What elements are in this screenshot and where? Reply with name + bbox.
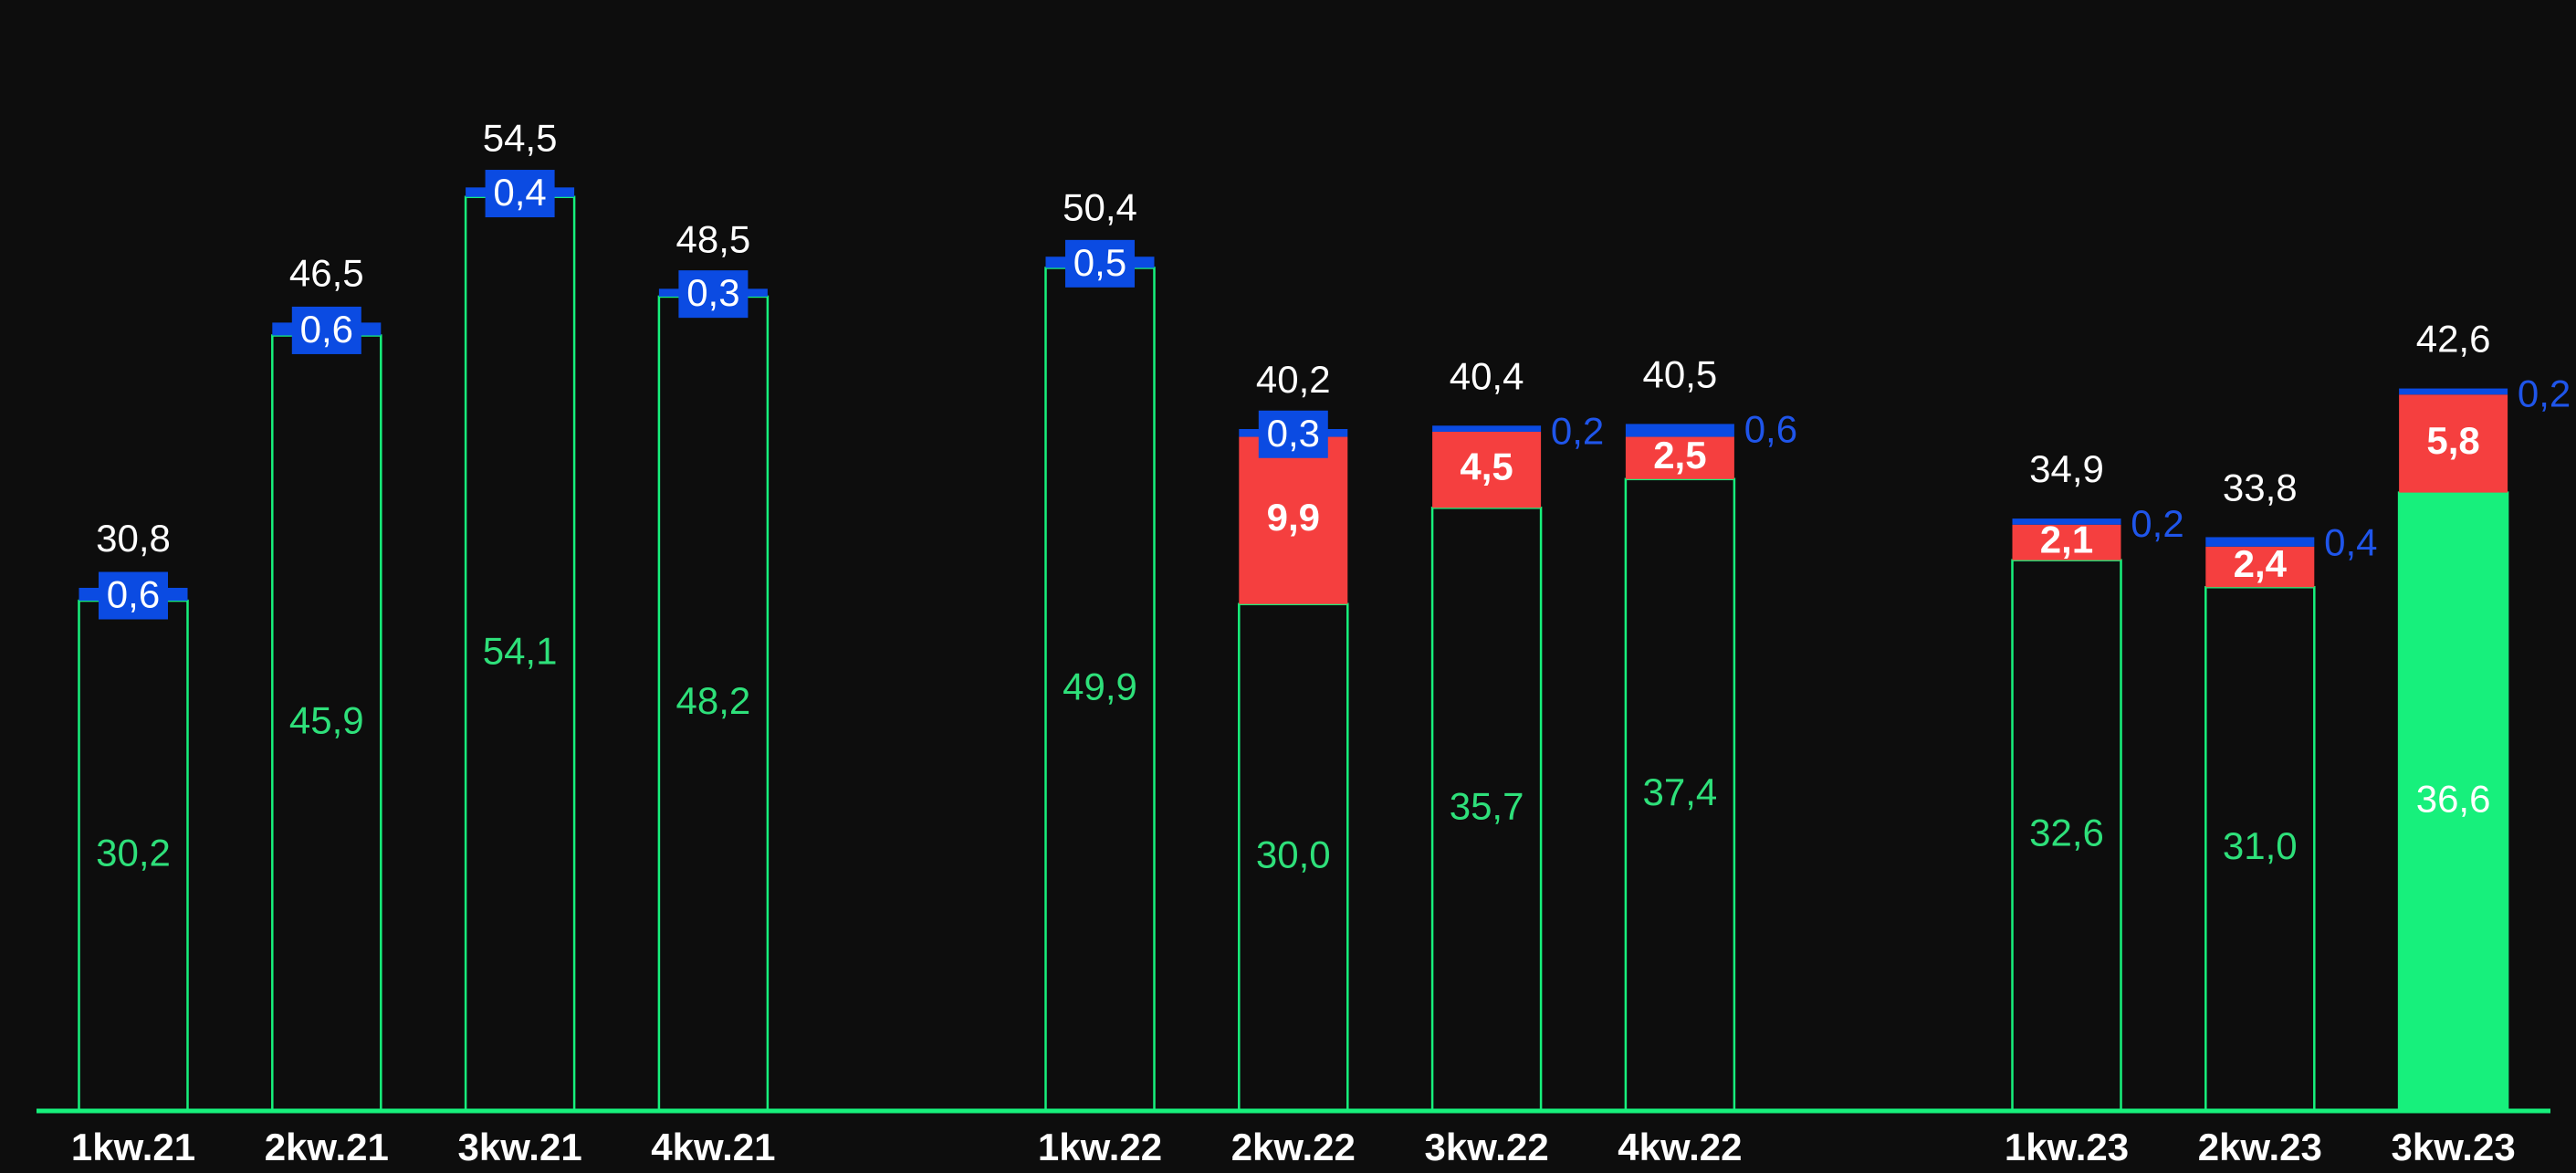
label-box — [1258, 410, 1328, 458]
total-label: 54,5 — [483, 116, 558, 159]
value-label: 30,2 — [96, 832, 171, 875]
x-tick-label: 3kw.22 — [1424, 1126, 1548, 1168]
value-label: 4,5 — [1460, 445, 1513, 488]
total-label: 42,6 — [2416, 318, 2491, 361]
x-tick-label: 3kw.23 — [2391, 1126, 2515, 1168]
bar-segment — [1239, 436, 1348, 604]
value-label: 0,2 — [2131, 502, 2183, 545]
bar-segment — [2399, 394, 2508, 493]
value-label: 32,6 — [2029, 811, 2104, 854]
total-label: 34,9 — [2029, 447, 2104, 490]
value-label: 0,6 — [1744, 408, 1797, 451]
x-tick-label: 2kw.22 — [1231, 1126, 1356, 1168]
total-label: 46,5 — [289, 251, 364, 294]
value-label: 0,3 — [1267, 412, 1320, 455]
label-box — [678, 270, 749, 319]
bar-segment — [2012, 524, 2121, 560]
x-tick-label: 2kw.23 — [2198, 1126, 2322, 1168]
value-label: 0,6 — [107, 573, 160, 616]
value-label: 0,4 — [493, 171, 546, 214]
label-box — [485, 170, 555, 218]
value-label: 0,6 — [300, 308, 353, 351]
x-tick-label: 1kw.23 — [2005, 1126, 2129, 1168]
label-box — [291, 306, 361, 354]
total-label: 50,4 — [1063, 185, 1137, 228]
value-label: 0,2 — [1551, 409, 1604, 452]
total-label: 40,2 — [1256, 358, 1331, 401]
bar-segment — [1625, 424, 1734, 437]
bar-segment — [1625, 436, 1734, 479]
x-tick-label: 4kw.22 — [1618, 1126, 1742, 1168]
value-label: 35,7 — [1450, 785, 1524, 828]
total-label: 30,8 — [96, 517, 171, 560]
total-label: 40,5 — [1643, 353, 1718, 396]
bar-segment — [1432, 431, 1542, 508]
value-label: 0,5 — [1073, 241, 1126, 284]
x-tick-label: 1kw.21 — [71, 1126, 195, 1168]
total-label: 40,4 — [1450, 354, 1524, 397]
value-label: 0,4 — [2324, 521, 2377, 564]
value-label: 2,5 — [1653, 434, 1706, 477]
label-box — [1065, 239, 1135, 288]
x-tick-label: 2kw.21 — [265, 1126, 389, 1168]
bar-segment — [2012, 518, 2121, 525]
value-label: 36,6 — [2416, 777, 2491, 820]
value-label: 31,0 — [2223, 824, 2298, 867]
label-box — [99, 571, 168, 620]
value-label: 37,4 — [1643, 770, 1718, 813]
value-label: 2,4 — [2234, 542, 2288, 585]
bar-segment — [2205, 537, 2315, 547]
value-label: 9,9 — [1267, 496, 1320, 539]
bar-segment — [2205, 546, 2315, 588]
value-label: 0,3 — [686, 271, 739, 314]
bar-segment — [2397, 491, 2509, 1113]
bar-segment — [2399, 388, 2508, 395]
value-label: 45,9 — [289, 698, 364, 741]
x-tick-label: 1kw.22 — [1038, 1126, 1162, 1168]
value-label: 48,2 — [676, 679, 751, 722]
value-label: 5,8 — [2426, 419, 2479, 462]
x-tick-label: 4kw.21 — [651, 1126, 775, 1168]
value-label: 30,0 — [1256, 833, 1331, 875]
value-label: 0,2 — [2518, 372, 2571, 415]
x-tick-label: 3kw.21 — [457, 1126, 581, 1168]
total-label: 33,8 — [2223, 466, 2298, 509]
total-label: 48,5 — [676, 217, 751, 260]
value-label: 2,1 — [2040, 518, 2093, 560]
value-label: 54,1 — [483, 629, 558, 672]
bar-segment — [1432, 425, 1542, 432]
value-label: 49,9 — [1063, 665, 1137, 707]
